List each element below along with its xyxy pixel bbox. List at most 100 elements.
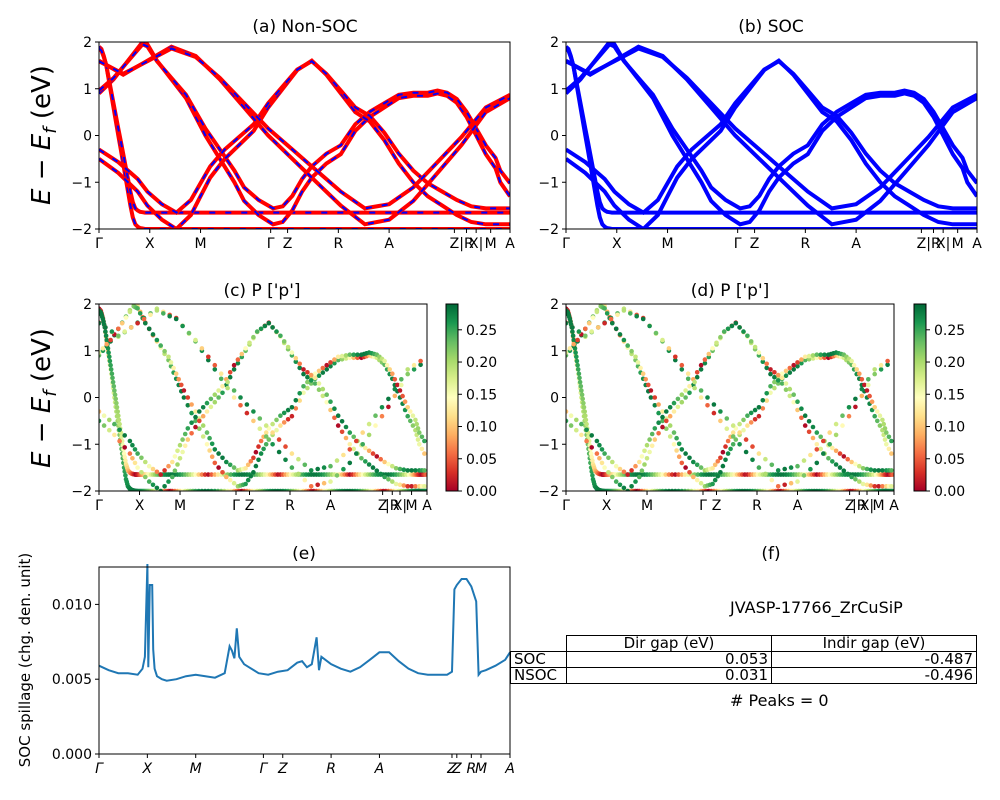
scatter-point (810, 353, 816, 358)
scatter-point (698, 388, 704, 393)
scatter-point (795, 360, 800, 365)
scatter-point (683, 451, 688, 456)
scatter-point (737, 421, 742, 427)
scatter-point (99, 350, 102, 355)
scatter-point (99, 320, 102, 326)
band-line-dash (99, 59, 510, 214)
scatter-point (410, 423, 416, 428)
scatter-point (101, 423, 107, 428)
scatter-point (181, 388, 187, 393)
scatter-point (814, 430, 820, 435)
scatter-point (114, 405, 120, 410)
scatter-point (673, 472, 678, 477)
x-tick-label: Γ (699, 498, 707, 514)
scatter-point (373, 423, 378, 428)
scatter-point (566, 350, 569, 355)
scatter-point (810, 435, 816, 441)
scatter-point (251, 409, 256, 414)
scatter-point (305, 370, 310, 375)
scatter-point (648, 395, 654, 400)
scatter-point (363, 445, 368, 451)
scatter-point (386, 404, 391, 410)
scatter-point (308, 372, 314, 378)
y-tick-label: 0.000 (52, 747, 92, 763)
scatter-point (666, 472, 672, 477)
scatter-point (248, 473, 254, 479)
scatter-point (137, 311, 143, 316)
y-tick-label: 1 (83, 82, 92, 98)
panel-d-colorbar: 0.25 0.20 0.15 0.10 0.05 0.00 (913, 303, 965, 500)
x-tick-label: Z (917, 236, 927, 252)
x-tick-label: Z (245, 498, 255, 514)
scatter-point (610, 474, 615, 480)
scatter-point (146, 326, 152, 332)
scatter-point (170, 474, 175, 480)
scatter-point (128, 325, 134, 330)
scatter-point (339, 419, 345, 424)
scatter-point (881, 421, 886, 427)
scatter-point (880, 417, 885, 423)
scatter-point (423, 488, 427, 491)
scatter-point (395, 382, 400, 388)
x-tick-label: Γ (232, 498, 240, 514)
panel-a: (a) Non-SOC E − Ef (eV) Γ X M Γ Z R A Z |RX| M A21… (27, 17, 515, 252)
plot-frame (98, 41, 511, 230)
scatter-point (256, 457, 261, 463)
scatter-point (339, 429, 345, 435)
scatter-point (405, 484, 411, 489)
scatter-point (889, 484, 894, 489)
scatter-point (281, 410, 287, 416)
scatter-point (718, 409, 723, 414)
scatter-point (251, 470, 256, 475)
scatter-point (382, 474, 387, 480)
band-line-dash (99, 47, 510, 210)
scatter-point (756, 451, 762, 456)
scatter-point (791, 399, 796, 405)
scatter-point (212, 472, 218, 477)
scatter-point (235, 357, 241, 362)
scatter-point (212, 447, 218, 452)
scatter-point (177, 456, 183, 461)
scatter-point (200, 423, 206, 428)
scatter-point (589, 329, 594, 334)
band-line-dash (99, 45, 510, 226)
x-tick-label: A (889, 498, 899, 514)
scatter-point (750, 444, 755, 449)
scatter-point (199, 472, 205, 477)
scatter-point (788, 480, 794, 486)
scatter-point (590, 473, 595, 478)
scatter-point (617, 332, 623, 337)
scatter-point (130, 442, 135, 448)
scatter-point (256, 444, 261, 449)
panel-c-ylabel: E − Ef (eV) (27, 328, 61, 468)
scatter-point (204, 409, 210, 414)
scatter-point (674, 448, 679, 453)
scatter-point (182, 443, 188, 449)
scatter-point (821, 438, 826, 444)
scatter-point (849, 474, 854, 480)
panel-c: (c) P ['p'] E − Ef (eV) Γ X M Γ Z R A Z|RX|M A21… (27, 281, 497, 514)
scatter-point (589, 454, 594, 460)
scatter-point (859, 386, 865, 392)
scatter-point (705, 395, 710, 400)
scatter-point (301, 384, 306, 389)
scatter-point (676, 472, 681, 477)
scatter-point (715, 473, 721, 479)
scatter-point (756, 465, 762, 470)
scatter-point (208, 404, 214, 410)
scatter-point (788, 465, 794, 470)
scatter-points (566, 304, 894, 491)
scatter-point (123, 315, 129, 320)
band-lines (566, 42, 977, 229)
x-tick-label: Z (446, 761, 457, 777)
scatter-point (227, 477, 233, 483)
scatter-point (378, 456, 384, 462)
scatter-point (110, 375, 115, 381)
scatter-point (334, 473, 340, 478)
scatter-point (207, 448, 212, 453)
scatter-point (321, 480, 327, 486)
scatter-point (579, 388, 584, 393)
scatter-point (220, 455, 225, 461)
scatter-point (877, 413, 883, 419)
